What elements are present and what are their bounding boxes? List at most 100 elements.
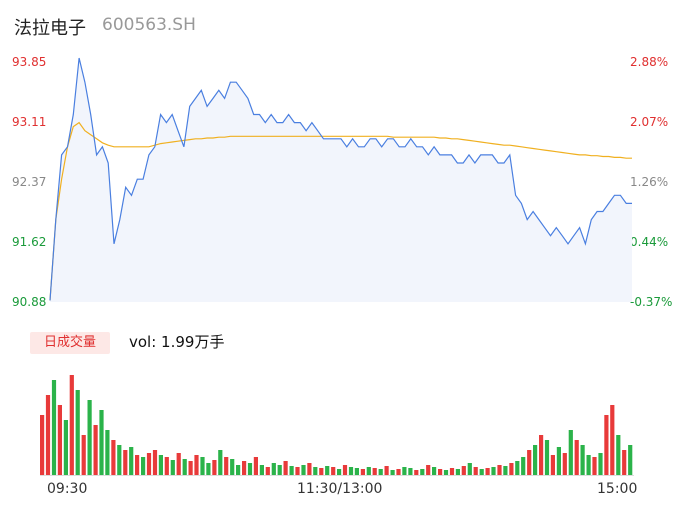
volume-bar bbox=[176, 453, 181, 475]
volume-bar bbox=[81, 435, 86, 475]
volume-bar bbox=[372, 468, 377, 475]
volume-bar bbox=[360, 469, 365, 475]
price-area bbox=[50, 58, 632, 302]
volume-bar bbox=[271, 463, 276, 475]
volume-bar bbox=[117, 445, 122, 475]
volume-bar bbox=[378, 469, 383, 475]
volume-bar bbox=[259, 465, 264, 475]
volume-bar bbox=[289, 466, 294, 475]
volume-bar bbox=[467, 463, 472, 475]
volume-bar bbox=[212, 460, 217, 475]
volume-bar bbox=[443, 470, 449, 475]
volume-bar bbox=[384, 466, 389, 475]
volume-bar bbox=[123, 450, 128, 475]
volume-bar bbox=[152, 450, 158, 475]
average-line bbox=[49, 121, 632, 301]
daily-volume-tab[interactable]: 日成交量 bbox=[30, 332, 110, 354]
volume-bar bbox=[307, 463, 312, 475]
volume-bar bbox=[337, 469, 342, 475]
volume-bar bbox=[283, 461, 288, 475]
volume-bar bbox=[598, 453, 603, 475]
volume-bar bbox=[200, 457, 205, 475]
volume-bar bbox=[438, 469, 443, 475]
volume-bar bbox=[420, 469, 425, 475]
volume-bar bbox=[93, 425, 98, 475]
volume-bar bbox=[473, 467, 478, 475]
volume-bar bbox=[63, 420, 68, 475]
volume-bar bbox=[550, 455, 555, 475]
volume-bar bbox=[111, 440, 116, 475]
volume-bar bbox=[616, 435, 621, 475]
volume-bar bbox=[129, 447, 134, 475]
y-tick-label: 92.37 bbox=[12, 175, 47, 189]
volume-bar bbox=[461, 466, 466, 475]
volume-bar bbox=[556, 447, 561, 475]
volume-bar bbox=[253, 457, 258, 475]
volume-bar bbox=[503, 466, 508, 475]
volume-bar bbox=[57, 405, 62, 475]
volume-bar bbox=[295, 467, 300, 475]
volume-bar bbox=[342, 465, 348, 475]
pct-tick-label: 0.44% bbox=[630, 235, 669, 249]
volume-bar bbox=[158, 455, 163, 475]
volume-bar bbox=[218, 450, 223, 475]
volume-bar bbox=[348, 467, 354, 475]
volume-bar bbox=[164, 457, 169, 475]
x-tick-label: 09:30 bbox=[47, 481, 88, 497]
volume-bar bbox=[277, 465, 282, 475]
volume-bar bbox=[194, 455, 199, 475]
volume-bar bbox=[515, 461, 520, 475]
volume-bar bbox=[521, 457, 526, 475]
volume-bar bbox=[586, 455, 591, 475]
pct-tick-label: -0.37% bbox=[630, 295, 673, 309]
volume-bar bbox=[402, 467, 407, 475]
stock-name: 法拉电子 bbox=[14, 18, 86, 39]
volume-bar bbox=[432, 467, 437, 475]
volume-bar bbox=[75, 390, 80, 475]
volume-bar bbox=[610, 405, 615, 475]
volume-bar bbox=[568, 430, 573, 475]
volume-bar bbox=[224, 457, 229, 475]
volume-bar bbox=[105, 430, 110, 475]
volume-bar bbox=[69, 375, 74, 475]
volume-bar bbox=[87, 400, 92, 475]
volume-bar bbox=[242, 461, 247, 475]
volume-bar bbox=[449, 468, 455, 475]
volume-bar bbox=[188, 461, 193, 475]
volume-bar bbox=[354, 468, 359, 475]
volume-bar bbox=[396, 469, 401, 475]
volume-bar bbox=[408, 468, 413, 475]
volume-bar bbox=[592, 457, 597, 475]
volume-bar bbox=[230, 459, 235, 475]
volume-bar bbox=[509, 463, 514, 475]
pct-tick-label: 2.07% bbox=[630, 115, 669, 129]
x-tick-label: 11:30/13:00 bbox=[297, 481, 383, 497]
volume-bar bbox=[45, 395, 51, 475]
pct-tick-label: 1.26% bbox=[630, 175, 669, 189]
volume-bar bbox=[301, 465, 306, 475]
price-line bbox=[49, 57, 632, 301]
volume-bar bbox=[533, 445, 538, 475]
volume-bar bbox=[485, 468, 490, 475]
volume-bar bbox=[544, 440, 550, 475]
volume-bar bbox=[562, 453, 567, 475]
volume-bar bbox=[146, 453, 152, 475]
volume-bar bbox=[622, 450, 627, 475]
volume-bar bbox=[313, 467, 318, 475]
y-tick-label: 90.88 bbox=[12, 295, 47, 309]
volume-bar bbox=[135, 455, 140, 475]
volume-readout: vol: 1.99万手 bbox=[129, 333, 225, 351]
volume-bar bbox=[247, 463, 253, 475]
x-tick-label: 15:00 bbox=[597, 481, 638, 497]
volume-bar bbox=[414, 470, 419, 475]
volume-bar bbox=[497, 465, 502, 475]
volume-bar bbox=[51, 380, 57, 475]
volume-bar bbox=[491, 467, 496, 475]
volume-bar bbox=[479, 469, 484, 475]
stock-code: 600563.SH bbox=[102, 15, 196, 35]
volume-bar bbox=[527, 450, 532, 475]
volume-bar bbox=[99, 410, 104, 475]
volume-bar bbox=[319, 468, 324, 475]
volume-bar bbox=[236, 465, 241, 475]
volume-bar bbox=[580, 445, 585, 475]
